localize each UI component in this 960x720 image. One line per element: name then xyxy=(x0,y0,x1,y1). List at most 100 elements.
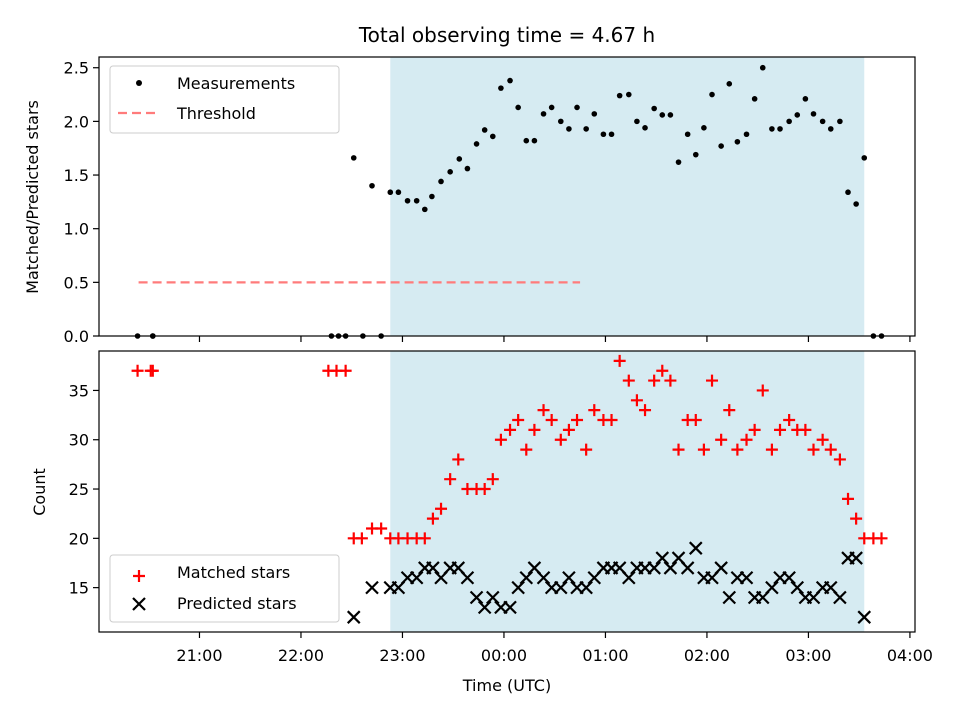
measurement-point xyxy=(819,118,826,125)
predicted-stars-point xyxy=(857,610,872,624)
measurement-point xyxy=(634,118,640,125)
legend-marker-predicted xyxy=(132,597,146,611)
matched-stars-point xyxy=(520,443,533,456)
predicted-stars-point xyxy=(511,580,525,595)
legend-marker-measurements xyxy=(136,80,142,86)
measurement-point xyxy=(507,77,513,84)
x-tick-label: 23:00 xyxy=(379,646,425,665)
predicted-stars-point xyxy=(714,561,728,575)
x-axis-label: Time (UTC) xyxy=(462,676,551,695)
y-tick-label: 25 xyxy=(69,480,89,499)
predicted-stars-point xyxy=(663,561,678,575)
measurement-point xyxy=(591,111,598,117)
measurement-point xyxy=(726,81,733,87)
measurement-point xyxy=(515,104,521,111)
matched-stars-point xyxy=(648,374,661,387)
x-tick-label: 03:00 xyxy=(785,646,831,665)
x-tick-label: 00:00 xyxy=(481,646,527,665)
panel-ratio: 0.0 0.5 1.0 1.5 2.0 2.5 Matched/Predicted sta… xyxy=(23,56,916,346)
measurement-point xyxy=(853,201,859,207)
matched-stars-point xyxy=(715,433,728,446)
measurement-point xyxy=(837,118,843,125)
measurement-point xyxy=(523,137,530,144)
predicted-stars-point xyxy=(365,580,379,595)
matched-stars-point xyxy=(850,512,863,525)
measurement-point xyxy=(583,126,589,132)
measurement-point xyxy=(802,96,809,102)
y-tick-label: 2.5 xyxy=(64,59,89,78)
predicted-stars-point xyxy=(622,570,636,585)
x-tick-label: 01:00 xyxy=(582,646,628,665)
measurement-point xyxy=(531,137,538,144)
measurement-point xyxy=(566,126,572,132)
measurement-point xyxy=(574,104,580,111)
observing-window-band xyxy=(390,57,865,336)
measurement-point xyxy=(464,165,471,172)
matched-stars-point xyxy=(554,433,567,446)
matched-stars-point xyxy=(512,414,525,427)
matched-stars-point xyxy=(639,404,652,417)
predicted-stars-point xyxy=(554,580,568,595)
predicted-stars-point xyxy=(579,580,593,595)
measurement-point xyxy=(438,178,444,185)
predicted-stars-point xyxy=(519,570,534,585)
matched-stars-point xyxy=(339,364,352,377)
predicted-stars-point xyxy=(655,551,670,565)
matched-stars-point xyxy=(833,453,846,466)
measurement-point xyxy=(413,197,420,204)
predicted-stars-point xyxy=(426,561,440,575)
observing-window-band xyxy=(390,351,865,632)
matched-stars-point xyxy=(528,423,541,436)
matched-stars-point xyxy=(664,374,677,387)
predicted-stars-point xyxy=(765,580,779,595)
matched-stars-point xyxy=(588,404,601,417)
matched-stars-point xyxy=(613,354,626,367)
measurement-point xyxy=(692,151,699,158)
matched-stars-point xyxy=(765,443,778,456)
measurement-point xyxy=(404,197,411,204)
predicted-stars-point xyxy=(790,580,805,595)
matched-stars-point xyxy=(504,423,517,436)
matched-stars-point xyxy=(545,414,558,427)
measurement-point xyxy=(810,111,817,117)
predicted-stars-point xyxy=(409,570,424,585)
legend-box-bottom xyxy=(109,554,340,623)
matched-stars-point xyxy=(748,423,761,436)
x-tick-label: 04:00 xyxy=(887,646,933,665)
measurement-point xyxy=(395,189,402,196)
measurement-point xyxy=(456,156,463,162)
x-tick-label: 02:00 xyxy=(684,646,730,665)
measurement-point xyxy=(350,155,357,161)
measurement-point xyxy=(651,105,657,112)
y-tick-label: 20 xyxy=(69,529,89,548)
matched-stars-point xyxy=(452,453,465,466)
predicted-stars-point xyxy=(849,551,863,565)
measurement-point xyxy=(709,91,715,98)
legend-label-measurements: Measurements xyxy=(177,74,295,93)
measurement-point xyxy=(684,131,691,138)
matched-stars-point xyxy=(731,443,744,456)
panel-count: 15 20 25 30 35 21:00 22:00 23:00 00:00 01:00 02:0… xyxy=(30,350,933,665)
measurement-point xyxy=(794,112,801,118)
matched-stars-point xyxy=(697,443,710,456)
plot-frame-top xyxy=(98,56,916,337)
matched-stars-point xyxy=(807,443,820,456)
predicted-stars-point xyxy=(460,570,475,585)
measurement-point xyxy=(540,111,547,117)
predicted-stars-point xyxy=(680,561,695,575)
matched-stars-point xyxy=(824,443,837,456)
predicted-stars-point xyxy=(346,610,361,624)
measurement-point xyxy=(667,112,674,118)
matched-stars-point xyxy=(146,364,159,377)
matched-stars-point xyxy=(740,433,753,446)
measurement-point xyxy=(743,131,750,138)
predicted-stars-point xyxy=(486,590,500,605)
y-tick-label: 1.5 xyxy=(64,166,89,185)
legend-top: Measurements Threshold xyxy=(109,65,340,134)
measurement-point xyxy=(659,112,666,118)
matched-stars-point xyxy=(537,404,550,417)
measurement-point xyxy=(777,126,783,132)
predicted-stars-point xyxy=(722,590,737,605)
measurement-point xyxy=(845,189,851,196)
